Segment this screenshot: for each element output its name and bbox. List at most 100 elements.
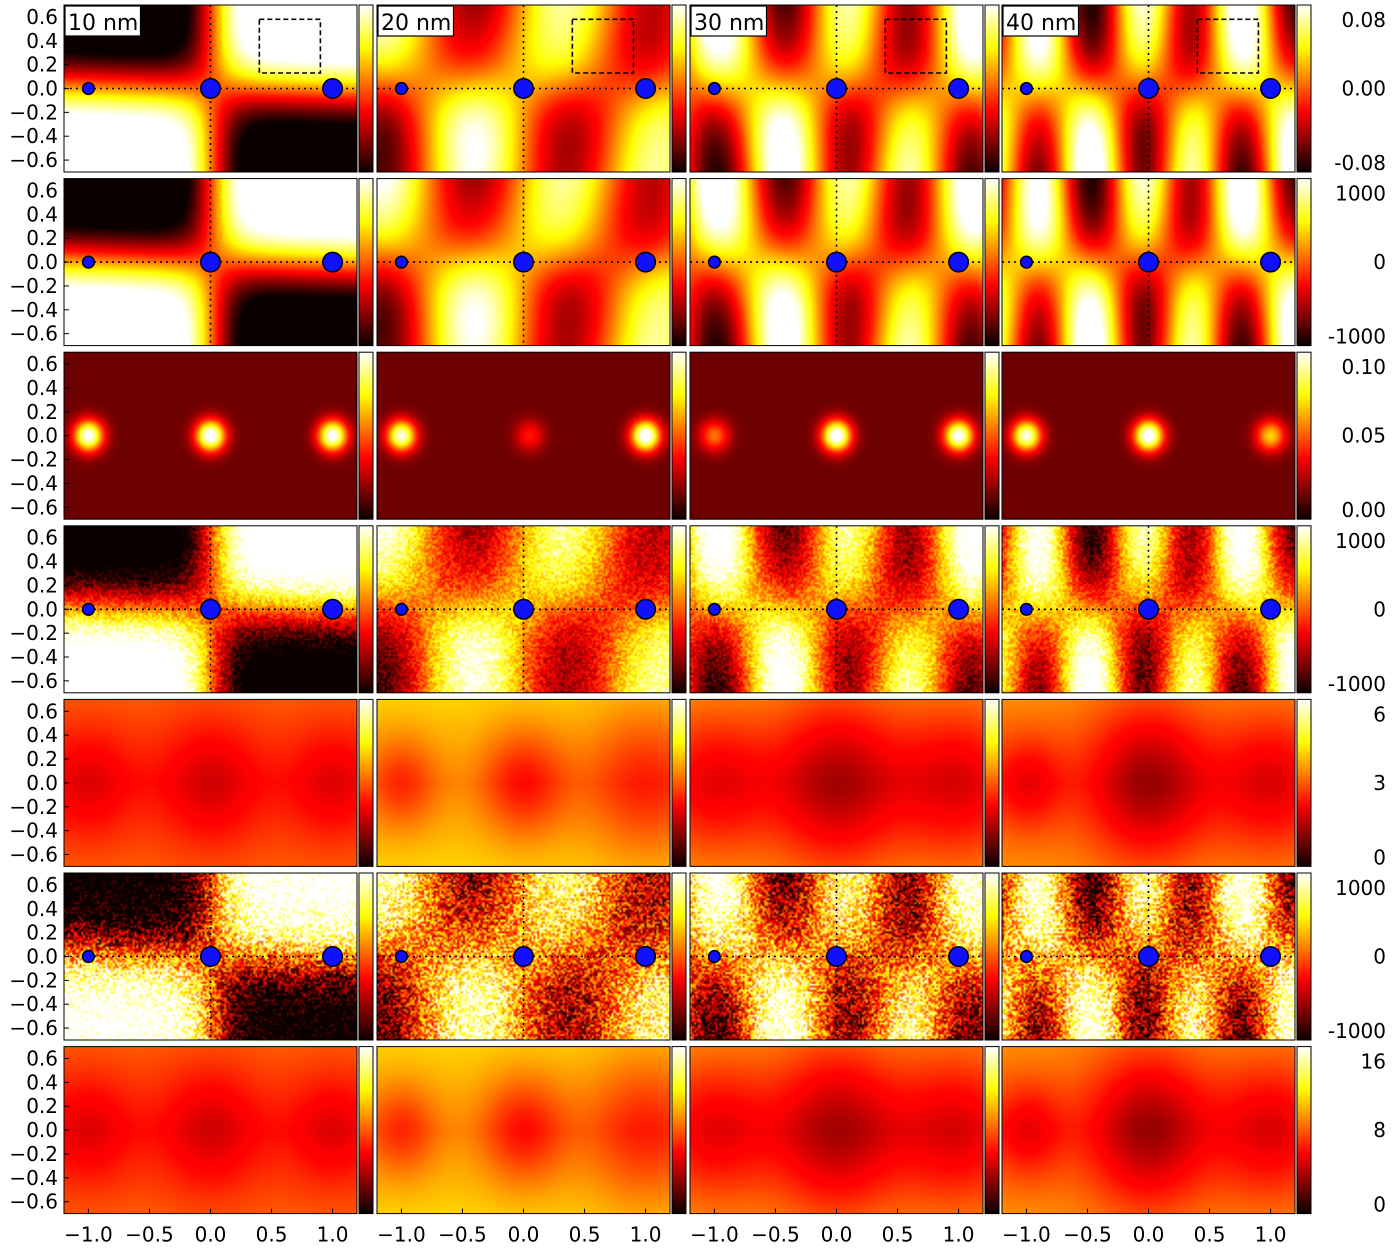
colorbar-tick-label: 0.08 [1341,8,1386,32]
colorbar-gradient [984,1046,1000,1215]
y-tick-label: 0.4 [26,723,58,747]
x-tick-label: 0.5 [256,1223,288,1247]
panel-r4-c3 [689,525,984,694]
colorbar-r3-c4 [1296,351,1312,520]
colorbar-r2-c2 [671,178,687,347]
colorbar-tick-label: 0.00 [1341,498,1386,522]
x-tick-label: −1.0 [690,1223,739,1247]
colorbar-gradient [671,872,687,1041]
colorbar-gradient [671,4,687,173]
marker-point [707,949,722,964]
marker-point [826,598,847,620]
heatmap-image [1002,352,1295,520]
y-tick-label: −0.2 [9,1142,58,1166]
marker-point [81,602,96,616]
colorbar-tick-label: 0 [1373,945,1386,969]
column-label-box [690,5,768,37]
marker-point [635,78,657,99]
column-labels: 10 nm 20 nm 30 nm 40 nm [64,5,1080,37]
roi-box [1196,18,1260,74]
colorbar-tick-label: 1000 [1335,876,1386,900]
colorbar-gradient [1296,1046,1312,1215]
panel-r5-c4 [1001,698,1296,867]
column-label-4: 40 nm [1002,5,1080,37]
y-tick-label: −0.4 [9,645,58,669]
colorbar-r3-c2 [671,351,687,520]
y-tick-label: 0.2 [26,226,58,250]
panel-frame [376,698,671,867]
panel-frame [1001,178,1296,347]
colorbar-gradient [358,1046,374,1215]
panel-frame [376,351,671,520]
y-tick-label: 0.6 [26,352,58,376]
marker-point [1260,598,1282,620]
column-label-text: 40 nm [1006,11,1076,36]
panel-grid [63,4,1296,1215]
colorbar-r6-c2 [671,872,687,1041]
marker-point [826,946,847,967]
y-tick-label: 0.2 [26,747,58,771]
marker-point [394,949,409,964]
marker-point [81,949,96,964]
y-tick-label: −0.6 [9,1190,58,1214]
colorbar-r7-c4 [1296,1046,1312,1215]
column-label-text: 30 nm [694,11,764,36]
colorbar-r5-c2 [671,698,687,867]
marker-point [322,251,344,273]
column-label-1: 10 nm [64,5,142,37]
y-tick-label: 0.2 [26,400,58,424]
heatmap-image [64,699,357,867]
y-tick-label: −0.6 [9,842,58,866]
y-tick-label: 0.2 [26,921,58,945]
colorbar-tick-labels: 0.08 0.00 -0.08 1000 0 -1000 0.10 0.05 0.00 1000 0… [1328,8,1386,1217]
y-tick-label: 0.4 [26,376,58,400]
colorbar-tick-label: 0.00 [1341,77,1386,101]
colorbar-gradient [984,872,1000,1041]
x-tick-label: 1.0 [630,1223,662,1247]
colorbar-tick-label: -0.08 [1334,151,1386,175]
y-tick-label: 0.0 [26,424,58,448]
column-label-text: 20 nm [381,11,451,36]
colorbar-r6-c3 [984,872,1000,1041]
panel-frame [689,698,984,867]
colorbar-gradient [1296,698,1312,867]
marker-point [513,598,534,620]
colorbar-tick-label: -1000 [1328,1019,1386,1043]
marker-point [948,78,970,99]
x-axis-ticks: −1.0 −0.5 0.0 0.5 1.0 −1.0 −0.5 0.0 0.5 1.0 −1.0 −0… [64,1208,1286,1247]
colorbar-r4-c1 [358,525,374,694]
marker-point [1138,78,1159,99]
y-tick-label: 0.2 [26,1094,58,1118]
marker-point [826,78,847,99]
colorbar-r7-c2 [671,1046,687,1215]
y-tick-label: 0.0 [26,250,58,274]
marker-point [1138,946,1159,967]
colorbar-gradient [671,351,687,520]
panel-frame [1001,872,1296,1041]
marker-point [1019,81,1034,96]
marker-point [1260,946,1282,967]
marker-point [707,602,722,616]
colorbar-r3-c1 [358,351,374,520]
x-tick-label: 0.5 [882,1223,914,1247]
colorbar-tick-label: 8 [1373,1118,1386,1142]
panel-frame [376,4,671,173]
marker-point [394,81,409,96]
y-tick-label: 0.4 [26,550,58,574]
panel-r3-c4 [1001,351,1296,520]
colorbar-gradient [671,698,687,867]
marker-point [513,946,534,967]
colorbar-r4-c2 [671,525,687,694]
colorbar-gradient [1296,525,1312,694]
colorbar-tick-label: 3 [1373,771,1386,795]
x-tick-label: −0.5 [438,1223,487,1247]
y-tick-label: −0.6 [9,322,58,346]
marker-point [200,251,221,273]
marker-point [394,255,409,269]
colorbar-r4-c4 [1296,525,1312,694]
y-tick-label: 0.4 [26,202,58,226]
colorbar-r1-c4 [1296,4,1312,173]
y-tick-label: 0.0 [26,597,58,621]
marker-point [1019,255,1034,269]
y-tick-label: 0.0 [26,771,58,795]
